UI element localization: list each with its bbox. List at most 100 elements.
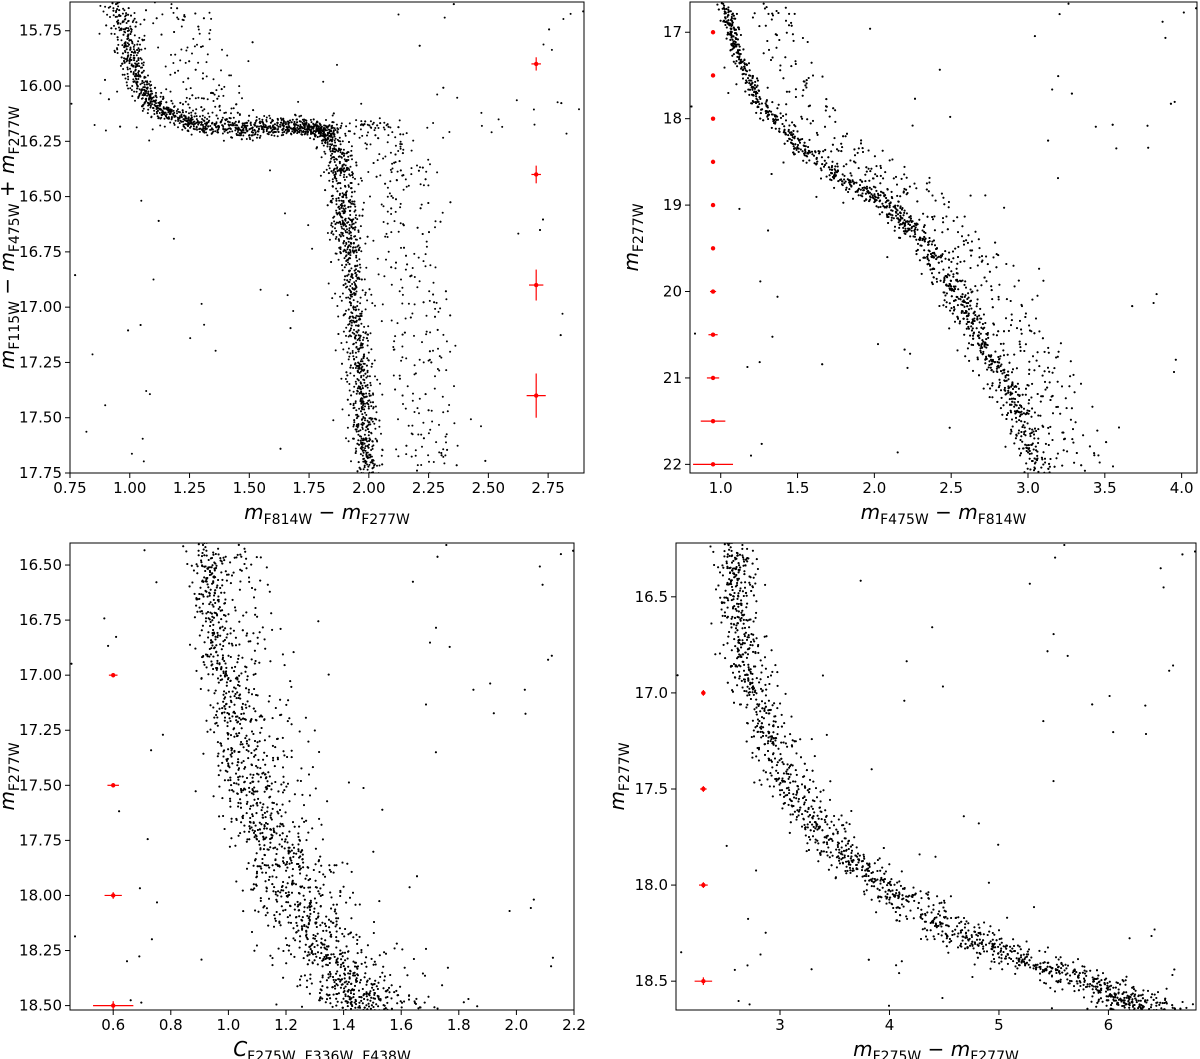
star-point (362, 468, 365, 471)
star-point (350, 149, 353, 152)
star-point (190, 114, 193, 117)
star-point (339, 252, 342, 255)
star-point (333, 158, 336, 161)
star-point (351, 293, 354, 296)
star-point (241, 124, 244, 127)
star-point (419, 207, 422, 210)
star-point (296, 129, 299, 132)
star-point (137, 40, 140, 43)
star-point (265, 116, 268, 119)
star-point (344, 218, 346, 221)
star-point (286, 127, 289, 130)
star-point (119, 27, 122, 30)
star-point (332, 129, 335, 132)
star-point (348, 270, 351, 273)
star-point (173, 106, 175, 108)
star-point (404, 407, 407, 410)
star-point (141, 109, 144, 112)
star-point (367, 421, 370, 424)
star-point (221, 124, 224, 127)
star-point (372, 401, 374, 404)
star-point (203, 108, 206, 111)
star-point (401, 293, 404, 296)
star-point (276, 124, 279, 127)
star-point (373, 422, 376, 425)
star-point (270, 134, 273, 137)
star-point (236, 131, 239, 133)
star-point (344, 164, 347, 167)
star-point (99, 4, 102, 7)
star-point (355, 119, 358, 122)
star-point (332, 171, 335, 174)
star-point (294, 113, 297, 116)
star-point (349, 251, 352, 254)
star-point (198, 32, 201, 35)
star-point (330, 127, 333, 130)
star-point (352, 218, 355, 221)
star-point (454, 344, 457, 347)
star-point (132, 71, 135, 74)
star-point (363, 278, 366, 281)
star-point (284, 123, 287, 126)
star-point (349, 320, 352, 322)
star-point (387, 250, 390, 253)
star-point (139, 83, 142, 86)
star-point (337, 258, 340, 261)
star-point (199, 115, 201, 118)
star-point (330, 232, 333, 234)
star-point (560, 102, 563, 105)
star-point (425, 333, 428, 336)
star-point (170, 99, 173, 102)
star-point (141, 80, 144, 82)
star-point (345, 254, 348, 257)
star-point (215, 114, 218, 117)
star-point (209, 125, 212, 127)
star-point (127, 13, 130, 16)
y-tick-label: 16.00 (19, 77, 62, 95)
star-point (364, 402, 366, 405)
star-point (186, 46, 189, 49)
star-point (398, 160, 401, 163)
star-point (370, 365, 373, 368)
star-point (384, 182, 387, 185)
star-point (364, 293, 367, 296)
star-point (194, 97, 197, 100)
star-point (364, 417, 367, 420)
star-point (349, 372, 352, 375)
star-point (355, 251, 358, 254)
star-point (333, 161, 336, 163)
star-point (115, 3, 117, 6)
star-point (341, 264, 343, 267)
star-point (417, 256, 420, 259)
star-point (135, 72, 137, 75)
star-point (369, 381, 372, 384)
star-point (206, 122, 209, 125)
star-point (353, 132, 356, 135)
star-point (515, 99, 518, 102)
star-point (438, 369, 441, 372)
star-point (331, 297, 334, 300)
star-point (455, 464, 458, 467)
star-point (349, 165, 352, 168)
star-point (142, 81, 145, 84)
star-point (413, 252, 416, 255)
star-point (340, 231, 343, 234)
star-point (480, 425, 482, 428)
star-point (417, 433, 420, 436)
cmd-panel-top-right: 1.0 1.5 2.0 2.5 3.0 3.5 4.0171819202122mF475W … (619, 1, 1198, 528)
star-point (355, 290, 358, 293)
star-point (352, 316, 355, 319)
star-point (203, 323, 206, 326)
star-point (348, 209, 351, 212)
star-point (425, 314, 428, 317)
star-point (85, 430, 88, 433)
star-point (428, 231, 430, 234)
star-point (129, 25, 132, 28)
star-point (355, 341, 358, 344)
star-point (352, 390, 355, 393)
star-point (340, 124, 343, 127)
star-point (422, 361, 425, 364)
star-point (361, 449, 364, 452)
star-point (397, 126, 400, 129)
star-point (112, 9, 115, 12)
